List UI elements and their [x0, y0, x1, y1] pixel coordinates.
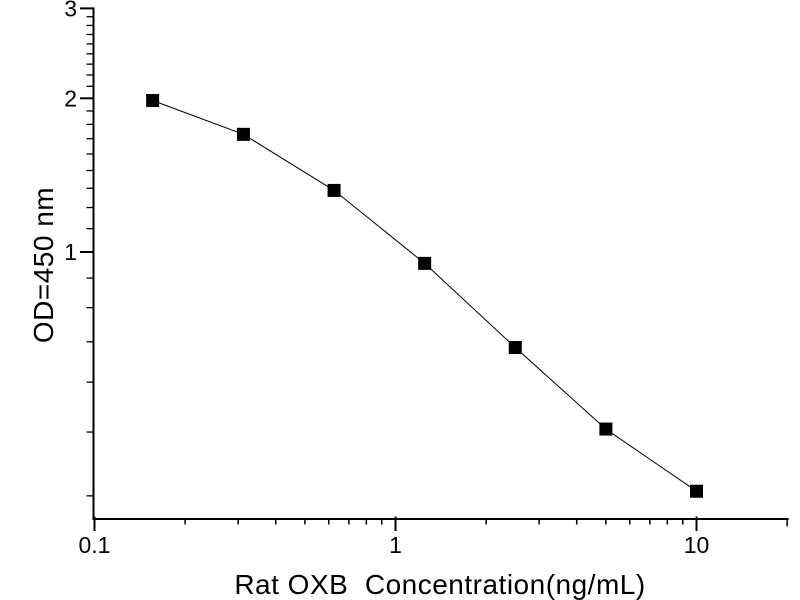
data-point-marker: [236, 127, 250, 141]
y-tick-label: 1: [64, 239, 77, 265]
x-tick-label: 0.1: [79, 532, 111, 558]
data-point-marker: [599, 422, 613, 436]
y-tick-label: 3: [64, 0, 77, 21]
x-axis-title: Rat OXB Concentration(ng/mL): [234, 569, 646, 600]
data-point-marker: [508, 341, 522, 355]
data-point-marker: [146, 94, 160, 108]
curve-line: [152, 100, 697, 492]
x-tick-label: 1: [389, 532, 402, 558]
x-tick-label: 10: [684, 532, 710, 558]
data-point-marker: [327, 183, 341, 197]
y-tick-label: 2: [64, 85, 77, 111]
data-point-marker: [690, 484, 703, 498]
data-point-marker: [418, 256, 432, 270]
y-axis-title: OD=450 nm: [28, 186, 59, 344]
